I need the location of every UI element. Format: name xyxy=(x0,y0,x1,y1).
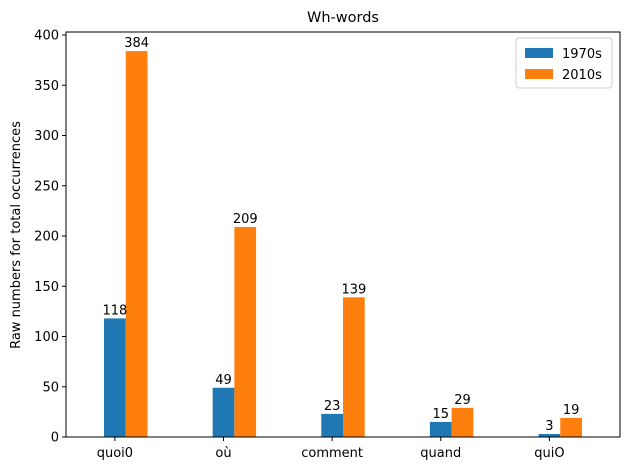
data-label-1970s-comment: 23 xyxy=(324,399,341,414)
bar-1970s-quiO xyxy=(538,433,561,437)
y-tick-label: 250 xyxy=(34,179,59,194)
bar-2010s-quiO xyxy=(560,417,582,437)
data-label-2010s-où: 209 xyxy=(233,212,258,227)
data-label-1970s-quiO: 3 xyxy=(545,419,553,434)
x-tick-label: quand xyxy=(420,446,461,461)
bar-1970s-comment xyxy=(321,413,343,437)
data-label-2010s-quiO: 19 xyxy=(563,403,580,418)
y-tick-label: 350 xyxy=(34,79,59,94)
bar-1970s-où xyxy=(212,387,235,437)
y-tick-label: 400 xyxy=(34,29,59,44)
legend-label-2010s: 2010s xyxy=(562,68,602,83)
data-label-1970s-quoi0: 118 xyxy=(102,303,127,318)
bars-group xyxy=(104,51,582,437)
bar-1970s-quoi0 xyxy=(104,318,126,437)
x-tick-label: quoi0 xyxy=(97,446,133,461)
data-label-1970s-où: 49 xyxy=(215,373,232,388)
y-tick-label: 100 xyxy=(34,330,59,345)
bar-2010s-où xyxy=(234,226,257,437)
data-label-2010s-quoi0: 384 xyxy=(124,36,149,51)
x-tick-label: quiO xyxy=(534,446,564,461)
legend-swatch-1970s xyxy=(525,48,553,58)
y-tick-label: 50 xyxy=(42,380,59,395)
data-label-1970s-quand: 15 xyxy=(432,407,449,422)
y-tick-label: 200 xyxy=(34,230,59,245)
y-axis-ticks: 0 50 100 150 200 250 300 350 400 xyxy=(34,29,66,446)
bar-2010s-comment xyxy=(343,297,365,437)
x-axis-ticks: quoi0 où comment quand quiO xyxy=(97,437,565,461)
x-tick-label: comment xyxy=(301,446,363,461)
data-label-2010s-comment: 139 xyxy=(341,282,366,297)
bar-2010s-quand xyxy=(451,407,474,437)
bar-1970s-quand xyxy=(429,421,452,437)
plot-frame xyxy=(65,31,621,438)
legend-swatch-2010s xyxy=(525,69,553,79)
chart-title: Wh-words xyxy=(307,10,379,26)
y-tick-label: 300 xyxy=(34,129,59,144)
y-tick-label: 150 xyxy=(34,280,59,295)
legend: 1970s 2010s xyxy=(515,37,613,89)
x-tick-label: où xyxy=(215,446,231,461)
bar-2010s-quoi0 xyxy=(125,51,148,437)
y-tick-label: 0 xyxy=(51,431,59,446)
bar-labels-group: 118 49 23 15 3 384 209 139 29 19 xyxy=(102,36,579,434)
data-label-2010s-quand: 29 xyxy=(454,393,471,408)
legend-label-1970s: 1970s xyxy=(562,47,602,62)
y-axis-label: Raw numbers for total occurrences xyxy=(9,121,24,349)
